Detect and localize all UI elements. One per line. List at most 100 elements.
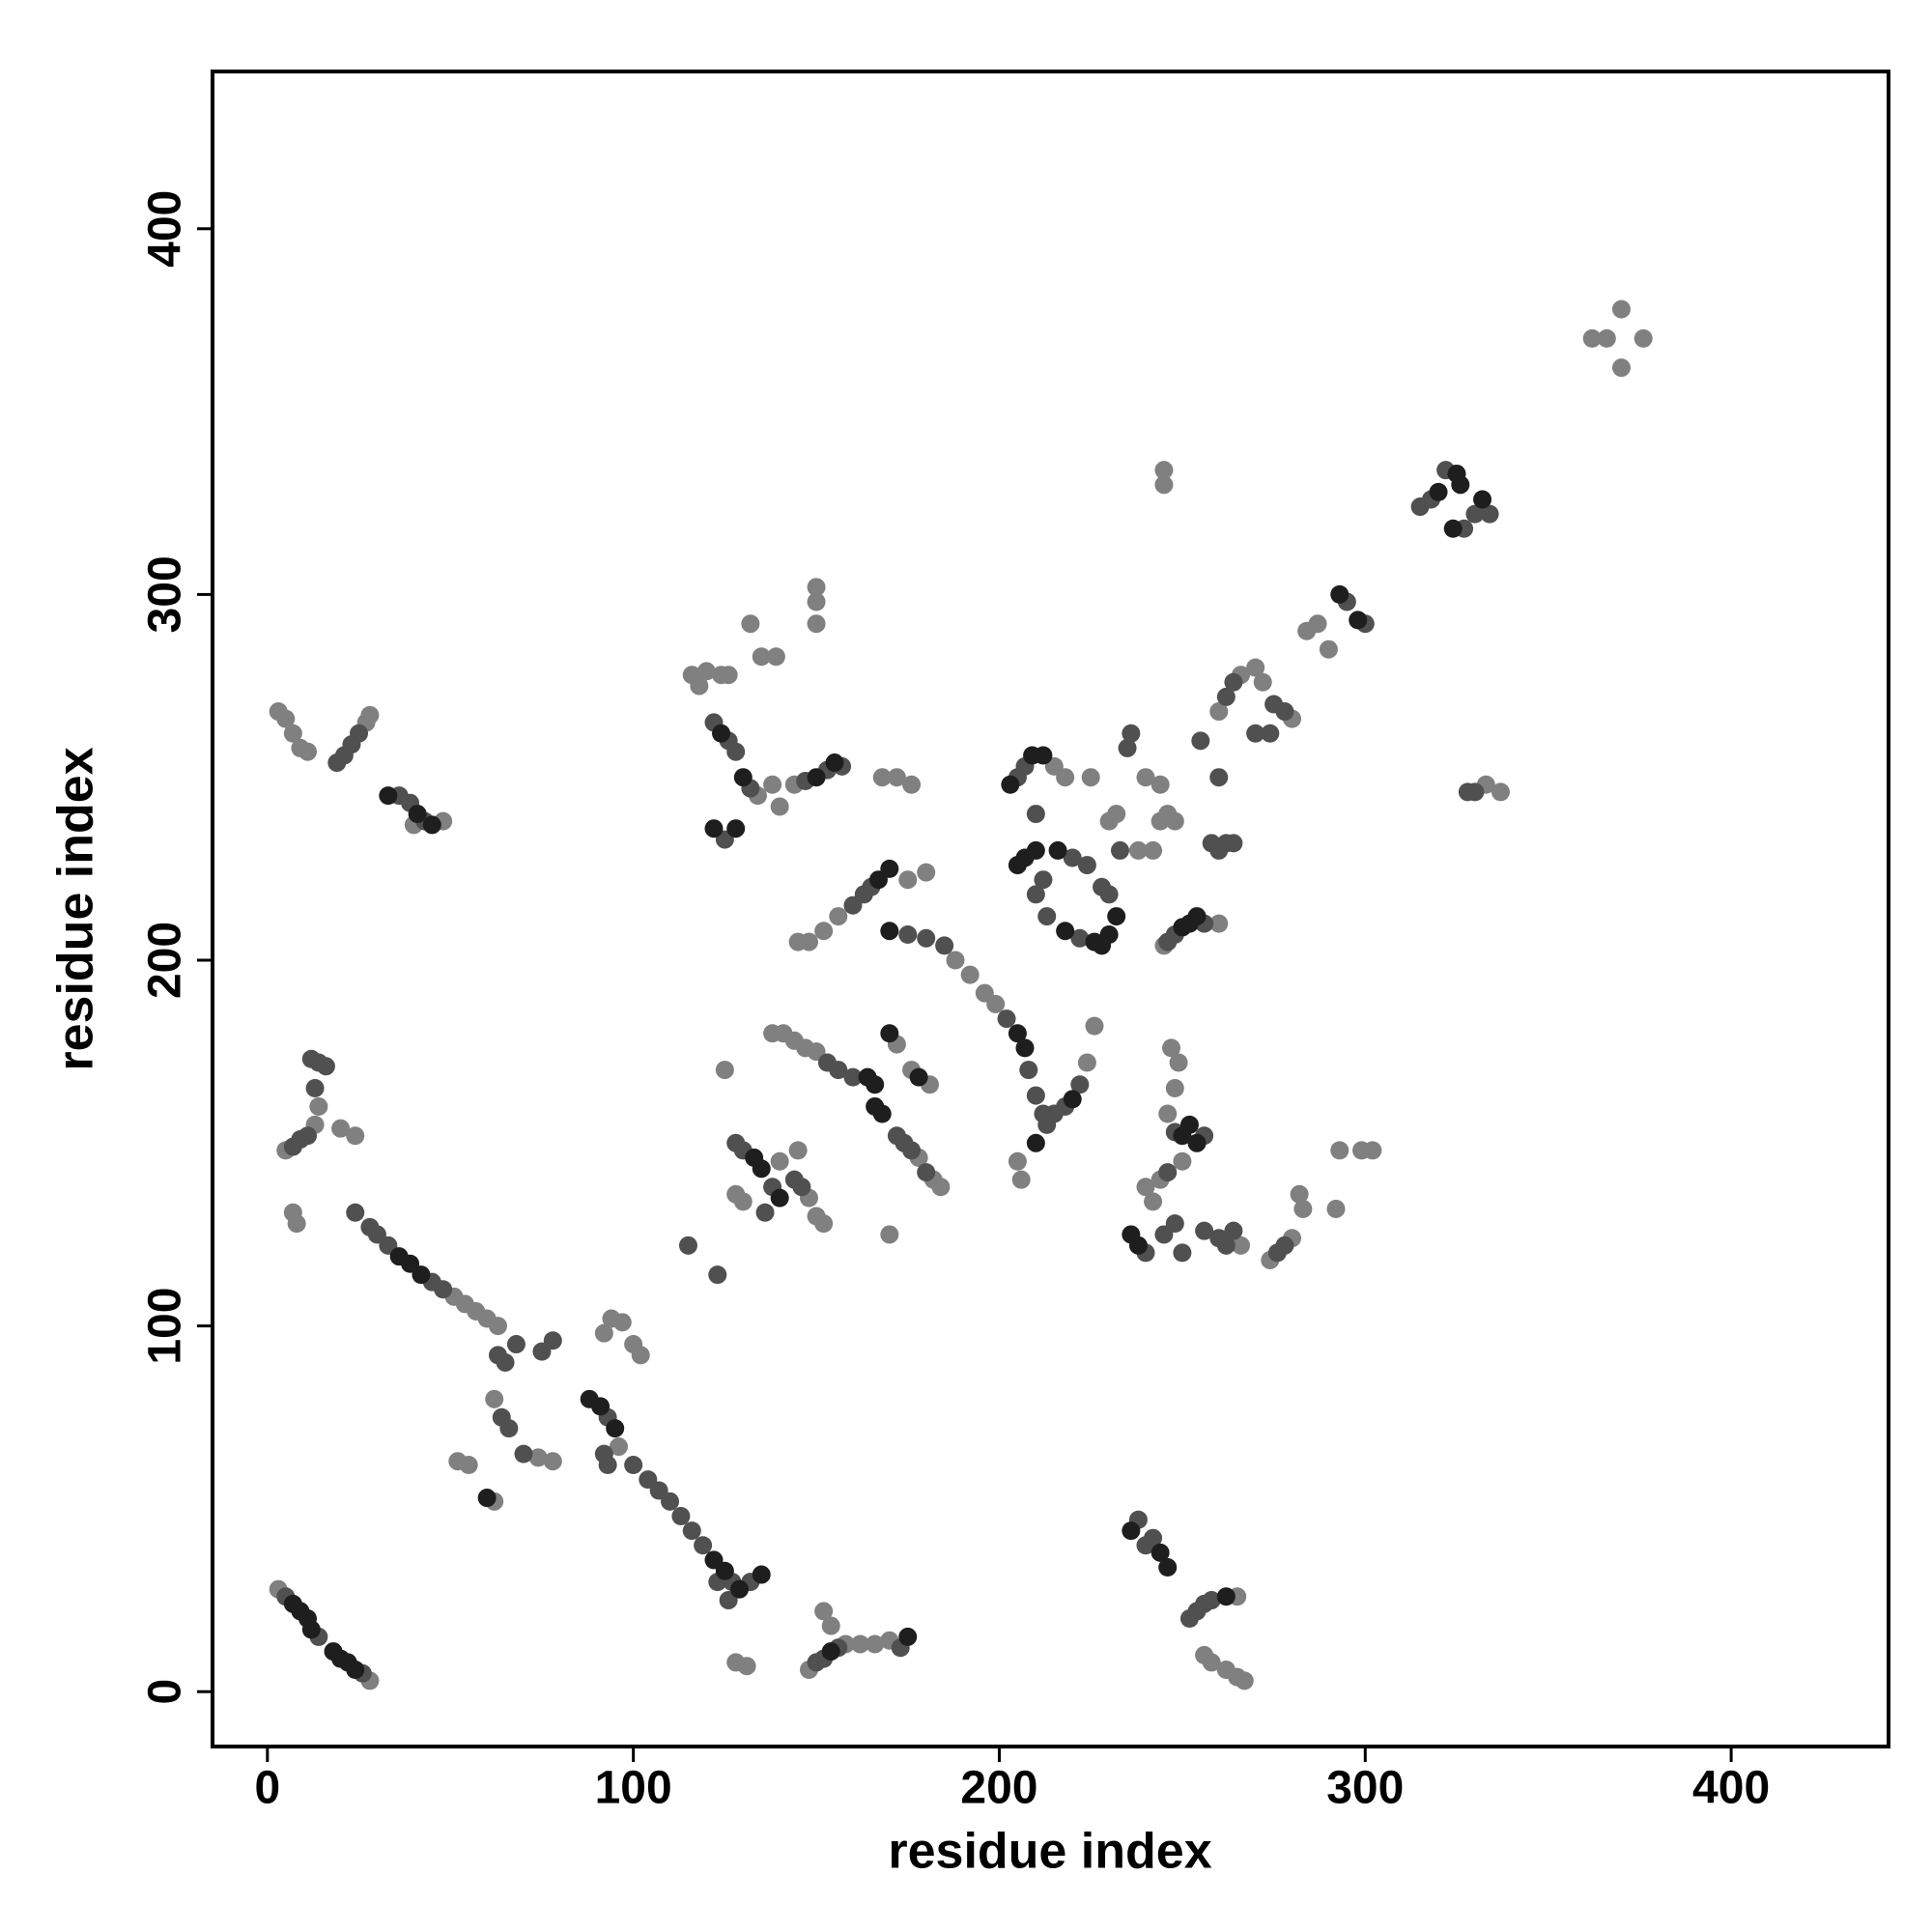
point bbox=[1048, 840, 1067, 860]
point bbox=[1597, 328, 1616, 348]
point bbox=[730, 1579, 750, 1599]
point bbox=[880, 922, 899, 941]
point bbox=[814, 1602, 834, 1621]
point bbox=[434, 1280, 453, 1299]
point bbox=[1179, 1115, 1199, 1134]
point bbox=[1195, 1221, 1214, 1240]
point bbox=[360, 705, 380, 724]
point bbox=[1099, 811, 1119, 831]
point bbox=[931, 1178, 951, 1197]
point bbox=[946, 951, 965, 970]
point bbox=[1158, 1104, 1178, 1123]
point bbox=[1235, 1671, 1254, 1690]
point bbox=[902, 775, 922, 794]
point bbox=[807, 768, 826, 787]
point bbox=[898, 925, 918, 945]
point bbox=[1173, 1151, 1192, 1171]
point bbox=[1173, 1243, 1192, 1263]
point bbox=[1451, 475, 1470, 495]
point bbox=[1465, 504, 1485, 524]
point bbox=[696, 662, 716, 681]
point bbox=[887, 768, 906, 787]
point bbox=[1026, 885, 1045, 904]
point bbox=[1480, 504, 1499, 524]
point bbox=[1001, 775, 1020, 794]
point bbox=[1037, 907, 1057, 926]
point bbox=[283, 1137, 302, 1156]
point bbox=[624, 1455, 643, 1474]
point bbox=[1085, 1016, 1104, 1036]
point bbox=[733, 1192, 753, 1211]
point bbox=[1443, 519, 1463, 538]
point bbox=[1136, 768, 1155, 787]
point bbox=[1144, 1528, 1163, 1548]
point bbox=[1063, 848, 1082, 867]
point bbox=[1246, 724, 1265, 743]
point bbox=[331, 1119, 351, 1138]
point bbox=[1026, 805, 1045, 824]
point bbox=[1363, 1141, 1382, 1160]
point bbox=[1216, 1236, 1236, 1255]
point bbox=[496, 1352, 515, 1372]
point bbox=[1136, 1178, 1155, 1197]
point bbox=[880, 859, 899, 878]
point bbox=[1081, 768, 1100, 787]
x-tick-label: 400 bbox=[1692, 1763, 1770, 1814]
point bbox=[821, 1642, 840, 1662]
point bbox=[745, 1148, 764, 1167]
point bbox=[1122, 1521, 1141, 1541]
point bbox=[898, 1627, 918, 1646]
point bbox=[807, 592, 826, 611]
point bbox=[821, 1616, 840, 1635]
point bbox=[1308, 614, 1327, 634]
point bbox=[1319, 639, 1338, 659]
point bbox=[752, 647, 771, 667]
point bbox=[678, 1236, 697, 1255]
point bbox=[1077, 856, 1096, 875]
point bbox=[880, 1024, 899, 1043]
point bbox=[851, 1634, 870, 1654]
point bbox=[917, 863, 936, 882]
point bbox=[935, 936, 954, 955]
point bbox=[287, 1214, 306, 1234]
point bbox=[506, 1335, 526, 1354]
point bbox=[350, 724, 369, 743]
point bbox=[1037, 1115, 1057, 1134]
point bbox=[755, 1203, 775, 1222]
point bbox=[1224, 834, 1243, 853]
point bbox=[1070, 1075, 1090, 1094]
point bbox=[1582, 328, 1602, 348]
point bbox=[1224, 672, 1243, 692]
point bbox=[283, 724, 302, 743]
point bbox=[1128, 1236, 1148, 1255]
point bbox=[346, 1203, 365, 1222]
point bbox=[1293, 1199, 1313, 1218]
point bbox=[422, 815, 441, 835]
point bbox=[1202, 1591, 1221, 1610]
point bbox=[1026, 1086, 1045, 1105]
point bbox=[276, 709, 296, 728]
point bbox=[1011, 1170, 1031, 1189]
point bbox=[807, 578, 826, 597]
point bbox=[1070, 928, 1090, 948]
point bbox=[690, 676, 709, 696]
point bbox=[1491, 782, 1510, 802]
point bbox=[1056, 922, 1075, 941]
point bbox=[1158, 1163, 1178, 1182]
point bbox=[671, 1506, 691, 1525]
point bbox=[733, 768, 753, 787]
point bbox=[1015, 1038, 1035, 1058]
point bbox=[1008, 1151, 1027, 1171]
point bbox=[305, 1079, 325, 1098]
point bbox=[986, 994, 1006, 1013]
point bbox=[591, 1397, 611, 1416]
point bbox=[1191, 731, 1210, 751]
point bbox=[412, 1265, 431, 1285]
y-tick-label: 100 bbox=[140, 1288, 191, 1365]
y-axis-label: residue index bbox=[48, 747, 104, 1070]
point bbox=[1290, 1184, 1309, 1204]
point bbox=[829, 907, 848, 926]
point bbox=[1110, 840, 1129, 860]
point bbox=[488, 1317, 507, 1336]
point bbox=[807, 614, 826, 634]
